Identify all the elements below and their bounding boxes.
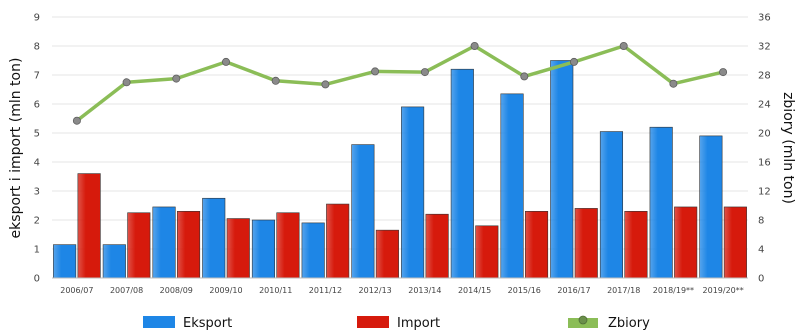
x-tick-label: 2018/19** [653, 286, 694, 295]
point-zbiory [619, 42, 628, 51]
bar-eksport [102, 244, 126, 279]
legend-label-import: Import [397, 316, 440, 330]
bar-eksport [649, 126, 673, 279]
bar-eksport [500, 93, 524, 279]
bar-eksport [53, 244, 77, 279]
y2-tick-label: 0 [758, 274, 764, 285]
y2-tick-label: 16 [758, 158, 771, 169]
bar-eksport [699, 135, 723, 279]
point-zbiory [221, 57, 230, 66]
bar-import [524, 211, 549, 279]
x-tick-label: 2007/08 [110, 286, 143, 295]
x-tick-label: 2011/12 [309, 286, 342, 295]
x-tick-label: 2017/18 [607, 286, 640, 295]
bar-import [475, 225, 499, 279]
line-zbiory [75, 44, 724, 123]
point-zbiory [122, 78, 131, 87]
y2-tick-label: 20 [758, 129, 771, 140]
x-tick-label: 2016/17 [557, 286, 590, 295]
legend-marker-zbiory [578, 315, 588, 325]
point-zbiory [371, 67, 380, 76]
line-series [72, 42, 728, 125]
y2-tick-label: 32 [758, 42, 771, 53]
y-tick-label: 2 [34, 216, 40, 227]
bar-eksport [450, 68, 474, 279]
point-zbiory [669, 79, 678, 88]
bar-import [375, 229, 399, 279]
point-zbiory [719, 68, 728, 77]
legend-swatch-import [357, 316, 389, 328]
point-zbiory [172, 74, 181, 83]
y-tick-label: 0 [34, 274, 40, 285]
bar-eksport [251, 219, 276, 279]
y-tick-label: 9 [34, 13, 40, 24]
point-zbiory [271, 76, 280, 85]
x-tick-label: 2015/16 [508, 286, 541, 295]
x-tick-label: 2013/14 [408, 286, 441, 295]
legend-label-zbiory: Zbiory [608, 316, 650, 330]
bar-import [624, 211, 648, 279]
x-tick-label: 2014/15 [458, 286, 491, 295]
bar-eksport [401, 106, 425, 279]
bar-import [574, 208, 598, 279]
bar-import [326, 203, 350, 279]
bar-import [276, 212, 300, 279]
legend-label-eksport: Eksport [183, 316, 232, 330]
y2-tick-label: 28 [758, 71, 771, 82]
bar-eksport [351, 144, 375, 279]
y2-axis-title: zbiory (mln ton) [780, 92, 796, 204]
y-tick-label: 8 [34, 42, 40, 53]
bar-eksport [599, 131, 624, 279]
bar-eksport [301, 222, 325, 279]
x-tick-label: 2012/13 [359, 286, 392, 295]
y-axis-title: eksport i import (mln ton) [8, 58, 24, 239]
y-tick-label: 7 [34, 71, 40, 82]
x-tick-label: 2006/07 [60, 286, 93, 295]
y-tick-label: 5 [34, 129, 40, 140]
bar-eksport [152, 206, 176, 279]
y2-tick-label: 4 [758, 245, 764, 256]
point-zbiory [420, 68, 429, 77]
bar-import [425, 213, 449, 279]
x-tick-label: 2019/20** [703, 286, 744, 295]
bar-eksport [202, 197, 226, 279]
y-tick-label: 3 [34, 187, 40, 198]
bar-import [674, 206, 698, 279]
point-zbiory [570, 57, 579, 66]
point-zbiory [470, 42, 479, 51]
y2-tick-label: 36 [758, 13, 771, 24]
y2-tick-label: 12 [758, 187, 771, 198]
y-tick-label: 6 [34, 100, 40, 111]
x-tick-label: 2009/10 [209, 286, 242, 295]
bar-import [77, 173, 101, 279]
y2-tick-label: 24 [758, 100, 771, 111]
legend-swatch-eksport [143, 316, 175, 328]
point-zbiory [321, 80, 330, 89]
x-tick-label: 2010/11 [259, 286, 292, 295]
bars [53, 60, 747, 279]
bar-import [723, 206, 747, 279]
point-zbiory [72, 116, 81, 125]
legend: Eksport Import Zbiory [143, 315, 650, 330]
x-tick-label: 2008/09 [160, 286, 193, 295]
y-tick-label: 4 [34, 158, 40, 169]
y-tick-label: 1 [34, 245, 40, 256]
point-zbiory [520, 72, 529, 81]
bar-import [176, 211, 201, 279]
bar-import [127, 212, 151, 279]
bar-eksport [550, 60, 574, 279]
bar-import [226, 218, 250, 279]
y2-tick-label: 8 [758, 216, 764, 227]
